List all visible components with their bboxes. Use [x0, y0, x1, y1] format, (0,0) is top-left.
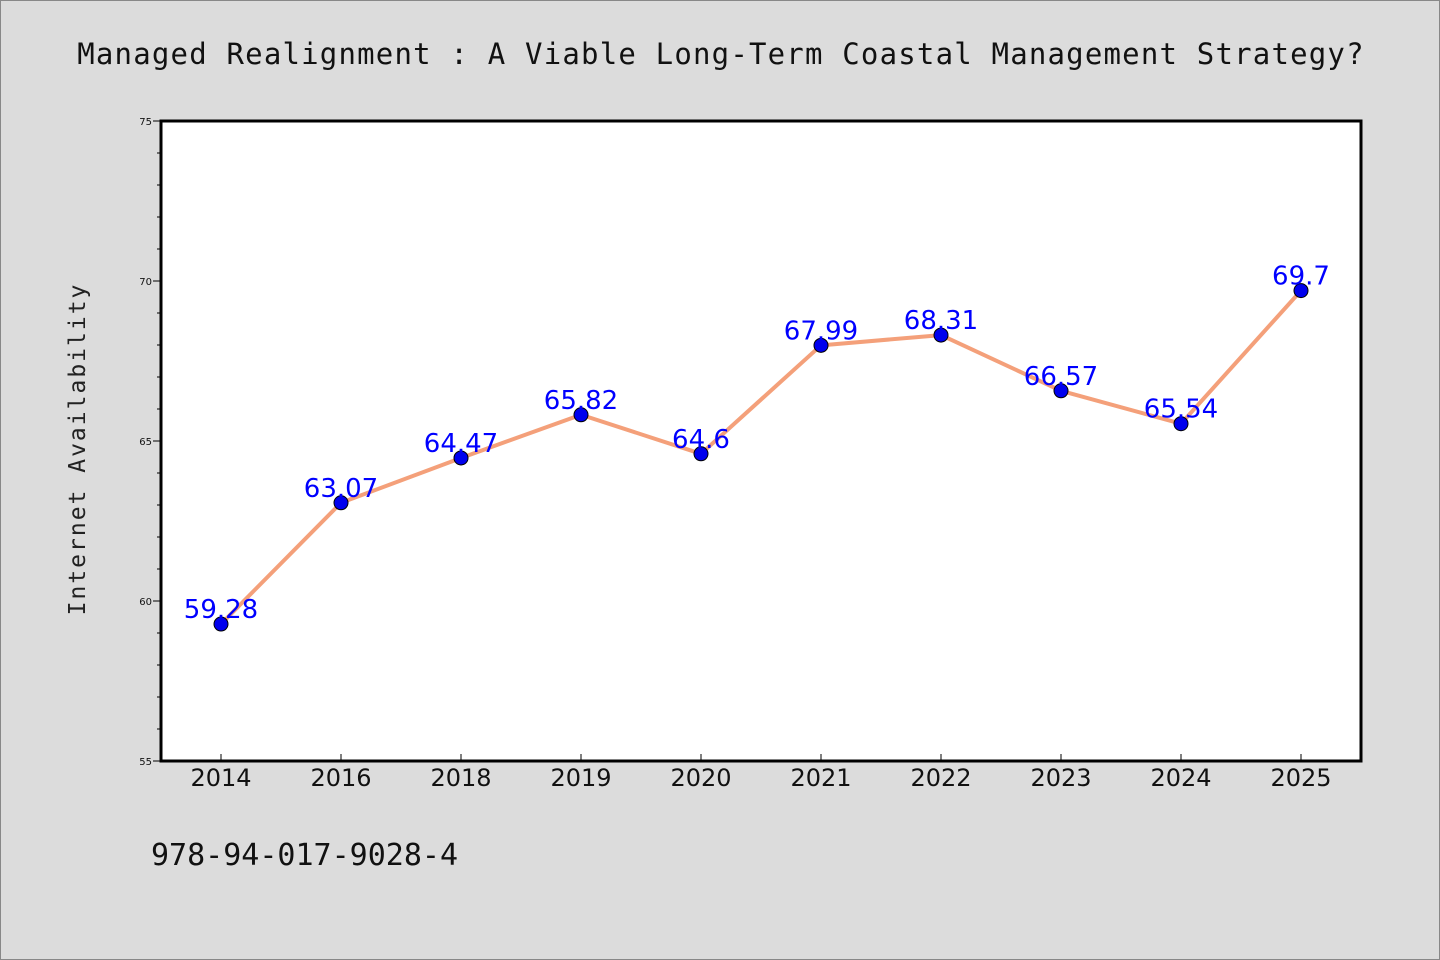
data-label: 64.6 [672, 425, 730, 455]
data-point [693, 446, 709, 462]
data-label: 63.07 [304, 474, 378, 504]
data-point [1293, 283, 1309, 299]
data-label: 64.47 [424, 429, 498, 459]
x-tick-label: 2022 [910, 764, 971, 792]
y-tick-label: 55 [139, 757, 152, 768]
data-point [573, 407, 589, 423]
data-labels: 59.28 63.07 64.47 65.82 64.6 67.99 68.31 66.57 6… [184, 262, 1330, 625]
plot-area [159, 119, 1363, 763]
x-axis: 2014 2016 2018 2019 2020 2021 2022 2023 2024 2025 [190, 754, 1332, 792]
data-markers [213, 283, 1309, 632]
data-point [1053, 383, 1069, 399]
chart-title: Managed Realignment : A Viable Long-Term… [77, 37, 1365, 71]
data-label: 67.99 [784, 316, 858, 346]
x-tick-label: 2025 [1270, 764, 1331, 792]
x-tick-label: 2021 [790, 764, 851, 792]
data-label: 65.54 [1144, 395, 1218, 425]
y-tick-label: 70 [139, 277, 152, 288]
y-tick-label: 75 [139, 117, 152, 128]
data-point [1173, 416, 1189, 432]
x-tick-label: 2014 [190, 764, 251, 792]
data-point [333, 495, 349, 511]
data-label: 68.31 [904, 306, 978, 336]
x-tick-label: 2019 [550, 764, 611, 792]
footnote-isbn: 978-94-017-9028-4 [151, 838, 458, 873]
series-line [219, 289, 1303, 626]
data-point [933, 327, 949, 343]
x-tick-label: 2024 [1150, 764, 1211, 792]
x-tick-label: 2020 [670, 764, 731, 792]
x-tick-label: 2018 [430, 764, 491, 792]
data-label: 69.7 [1272, 262, 1330, 292]
x-tick-label: 2023 [1030, 764, 1091, 792]
data-label: 59.28 [184, 595, 258, 625]
data-point [813, 337, 829, 353]
y-axis: 55 60 65 70 75 [139, 117, 161, 768]
data-point [213, 616, 229, 632]
y-tick-label: 65 [139, 437, 152, 448]
data-label: 66.57 [1024, 362, 1098, 392]
y-axis-label: Internet Availability [65, 283, 91, 616]
x-tick-label: 2016 [310, 764, 371, 792]
data-point [453, 450, 469, 466]
y-tick-label: 60 [139, 597, 152, 608]
data-label: 65.82 [544, 386, 618, 416]
